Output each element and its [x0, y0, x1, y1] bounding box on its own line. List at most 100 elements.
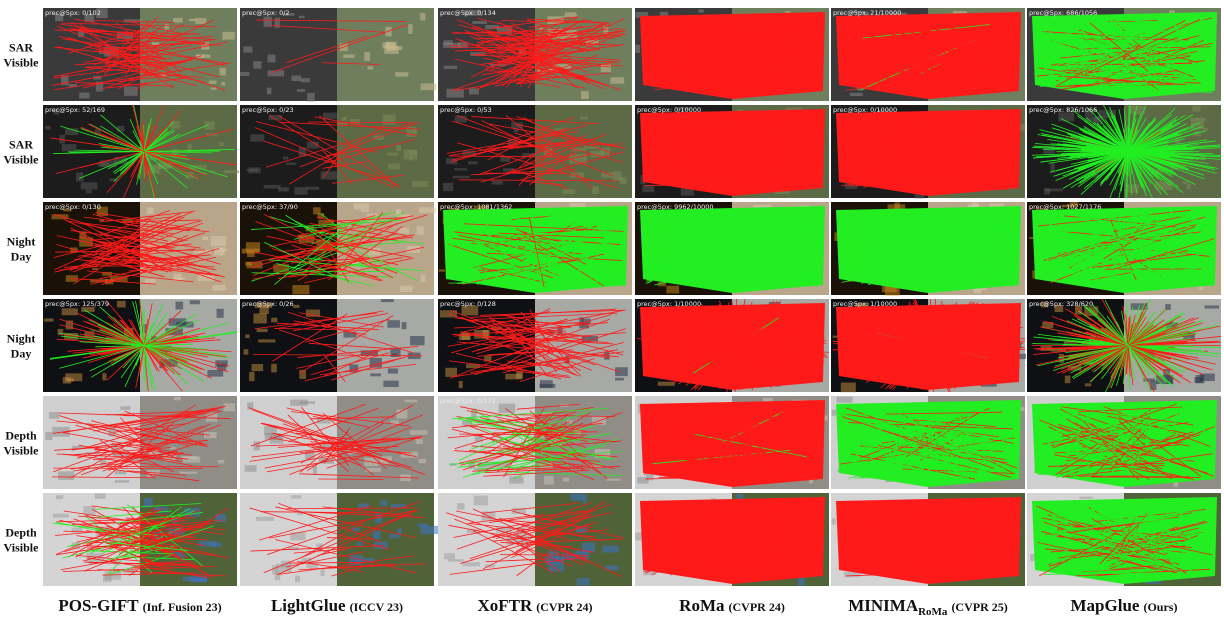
- image-texture: [762, 397, 773, 402]
- match-line: [676, 216, 778, 275]
- image-texture: [563, 477, 570, 482]
- image-texture: [474, 467, 491, 472]
- image-texture: [468, 461, 475, 469]
- match-line: [721, 159, 793, 183]
- image-texture: [298, 15, 305, 19]
- match-line: [720, 316, 752, 375]
- match-line: [703, 407, 803, 424]
- image-texture: [44, 318, 54, 322]
- match-line: [657, 413, 766, 440]
- image-texture: [215, 513, 226, 523]
- match-line: [649, 263, 763, 288]
- match-line: [448, 524, 593, 553]
- match-line: [891, 155, 985, 186]
- match-line: [908, 527, 1018, 541]
- image-texture: [1190, 119, 1205, 130]
- image-texture: [175, 301, 184, 310]
- image-texture: [258, 339, 276, 343]
- match-line: [448, 313, 596, 366]
- image-texture: [564, 30, 578, 40]
- image-texture: [680, 186, 694, 196]
- match-line: [1118, 559, 1144, 567]
- image-texture: [55, 13, 64, 22]
- match-line: [662, 504, 750, 576]
- image-texture: [360, 203, 370, 212]
- match-line: [511, 168, 570, 190]
- image-texture: [299, 369, 306, 379]
- match-line: [1065, 459, 1165, 467]
- match-line: [848, 440, 989, 479]
- match-line: [460, 521, 598, 564]
- precision-label: prec@5px: 0/102: [45, 9, 101, 17]
- image-texture: [172, 515, 178, 525]
- match-line: [484, 465, 620, 474]
- image-texture: [298, 147, 307, 157]
- image-texture: [306, 141, 319, 149]
- match-line: [839, 409, 985, 447]
- match-line: [1100, 269, 1141, 273]
- image-texture: [1050, 163, 1055, 173]
- match-cell: [635, 105, 829, 198]
- image-texture: [116, 125, 125, 132]
- match-line: [1085, 22, 1165, 33]
- image-texture: [283, 13, 295, 16]
- image-texture: [373, 531, 381, 540]
- match-line: [884, 243, 992, 247]
- match-line: [331, 174, 404, 184]
- image-texture: [123, 19, 142, 23]
- image-texture: [175, 553, 186, 558]
- image-texture: [104, 571, 122, 580]
- match-line: [90, 526, 160, 553]
- method-venue: (CVPR 24): [536, 600, 592, 614]
- match-line: [909, 506, 1003, 574]
- match-line: [675, 80, 793, 89]
- match-line: [684, 32, 814, 81]
- match-line: [658, 219, 813, 282]
- match-line: [470, 169, 576, 176]
- match-line: [900, 114, 988, 158]
- precision-label: prec@5px: 328/620: [1029, 300, 1093, 308]
- match-line: [1045, 446, 1141, 473]
- match-line: [251, 219, 403, 230]
- image-texture: [204, 121, 215, 130]
- image-texture: [102, 271, 112, 276]
- precision-label: prec@5px: 1/10000: [637, 300, 701, 308]
- match-line: [450, 44, 608, 46]
- match-line: [1070, 410, 1161, 480]
- match-line: [923, 23, 954, 38]
- image-texture: [581, 91, 589, 99]
- match-line: [254, 312, 378, 330]
- image-texture: [495, 526, 512, 534]
- match-line: [684, 124, 778, 142]
- match-line: [712, 22, 811, 42]
- match-line: [697, 61, 820, 71]
- image-texture: [193, 250, 212, 254]
- image-texture: [267, 54, 276, 63]
- match-line: [85, 423, 197, 446]
- image-texture: [174, 396, 181, 401]
- match-line: [914, 425, 1014, 447]
- image-texture: [250, 134, 265, 142]
- match-line: [484, 137, 598, 153]
- match-line: [297, 222, 398, 282]
- match-line: [505, 153, 592, 175]
- match-line: [486, 436, 572, 471]
- match-line: [504, 226, 601, 267]
- match-line: [106, 410, 219, 416]
- image-texture: [980, 383, 997, 387]
- image-texture: [1110, 141, 1123, 148]
- match-cell: [43, 493, 237, 586]
- match-line: [476, 314, 612, 355]
- match-line: [918, 71, 1006, 79]
- image-texture: [601, 172, 614, 178]
- image-texture: [491, 180, 503, 185]
- match-line: [515, 501, 606, 552]
- match-line: [888, 526, 980, 534]
- match-line: [301, 226, 349, 235]
- image-texture: [635, 532, 648, 541]
- image-texture: [576, 577, 590, 586]
- match-line: [317, 547, 351, 557]
- match-line: [499, 31, 626, 41]
- image-texture: [894, 202, 900, 209]
- match-line: [293, 320, 367, 336]
